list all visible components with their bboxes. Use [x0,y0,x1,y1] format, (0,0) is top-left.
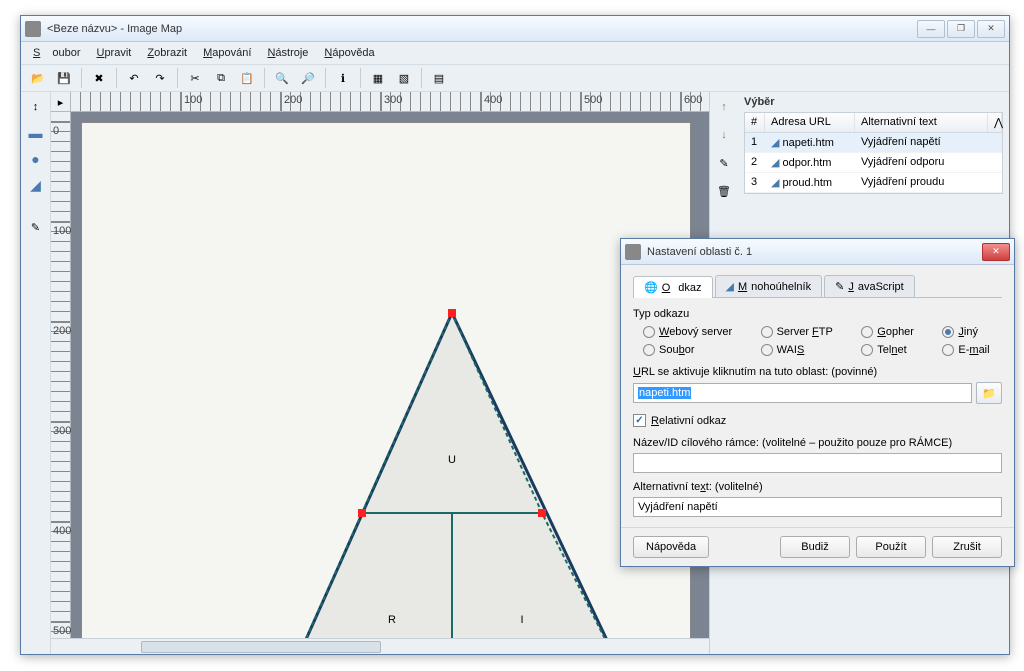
table-row[interactable]: 1◢ napeti.htmVyjádření napětí [745,133,1002,153]
polygon-icon: ◢ [771,177,779,189]
polygon-icon: ◢ [771,157,779,169]
info-icon[interactable]: ℹ [332,67,354,89]
menu-view[interactable]: Zobrazit [141,45,193,61]
copy-icon[interactable]: ⧉ [210,67,232,89]
undo-icon[interactable]: ↶ [123,67,145,89]
col-alt[interactable]: Alternativní text [855,113,988,132]
relative-checkbox[interactable]: ✓ [633,414,646,427]
canvas-area: ▸ 100200300400500600 0100200300400500 [51,92,709,654]
col-url[interactable]: Adresa URL [765,113,855,132]
vertex-handle[interactable] [448,309,456,317]
prefs-icon[interactable]: ✖ [88,67,110,89]
radio-email[interactable]: E-mail [942,344,1002,356]
app-icon [25,21,41,37]
area-settings-dialog: Nastavení oblasti č. 1 ✕ 🌐 Odkaz ◢ Mnoho… [620,238,1015,567]
radio-ftp[interactable]: Server FTP [761,326,846,338]
letter-u: U [448,454,456,466]
minimize-button[interactable]: — [917,20,945,38]
canvas-viewport[interactable]: U R I [71,112,709,638]
paste-icon[interactable]: 📋 [236,67,258,89]
radio-wais[interactable]: WAIS [761,344,846,356]
dialog-title: Nastavení oblasti č. 1 [647,246,982,258]
polygon-icon: ◢ [771,137,779,149]
menu-tools[interactable]: Nástroje [261,45,314,61]
zoom-out-icon[interactable]: 🔎 [297,67,319,89]
url-input[interactable]: napeti.htm [633,383,972,403]
outer-triangle[interactable] [282,313,632,638]
window-title: <Beze názvu> - Image Map [47,23,917,35]
table-row[interactable]: 2◢ odpor.htmVyjádření odporu [745,153,1002,173]
pointer-tool-icon[interactable]: ↕ [24,96,48,118]
radio-file[interactable]: Soubor [643,344,745,356]
maximize-button[interactable]: ❐ [947,20,975,38]
menubar: Soubor Upravit Zobrazit Mapování Nástroj… [21,42,1009,64]
help-button[interactable]: Nápověda [633,536,709,558]
circle-tool-icon[interactable]: ● [24,148,48,170]
back-icon[interactable]: ▧ [393,67,415,89]
relative-label: Relativní odkaz [651,415,726,427]
menu-file[interactable]: Soubor [27,45,86,61]
edit-area-icon[interactable]: ✎ [713,152,735,174]
tab-link[interactable]: 🌐 Odkaz [633,276,713,298]
tab-javascript[interactable]: ✎ JavaScript [824,275,915,297]
ruler-vertical: 0100200300400500 [51,112,71,638]
link-type-radios: Webový server Server FTP Gopher Jiný Soubor W… [633,326,1002,356]
ok-button[interactable]: Budiž [780,536,850,558]
browse-button[interactable]: 📁 [976,382,1002,404]
save-icon[interactable]: 💾 [53,67,75,89]
table-row[interactable]: 3◢ proud.htmVyjádření proudu [745,173,1002,193]
dialog-tabs: 🌐 Odkaz ◢ Mnohoúhelník ✎ JavaScript [633,275,1002,298]
dialog-titlebar[interactable]: Nastavení oblasti č. 1 ✕ [621,239,1014,265]
zoom-in-icon[interactable]: 🔍 [271,67,293,89]
col-num[interactable]: # [745,113,765,132]
titlebar[interactable]: <Beze názvu> - Image Map — ❐ ✕ [21,16,1009,42]
menu-help[interactable]: Nápověda [318,45,380,61]
close-button[interactable]: ✕ [977,20,1005,38]
radio-gopher[interactable]: Gopher [861,326,926,338]
grid-icon[interactable]: ▤ [428,67,450,89]
menu-edit[interactable]: Upravit [90,45,137,61]
move-up-icon[interactable]: ↑ [713,96,735,118]
frame-input[interactable] [633,453,1002,473]
shape-tool-column: ↕ ▬ ● ◢ ✎ [21,92,51,654]
apply-button[interactable]: Použít [856,536,926,558]
table-header: # Adresa URL Alternativní text ⋀ [745,113,1002,133]
edit-tool-icon[interactable]: ✎ [24,216,48,238]
polygon-tool-icon[interactable]: ◢ [24,174,48,196]
col-expand-icon[interactable]: ⋀ [988,113,1002,132]
radio-web[interactable]: Webový server [643,326,745,338]
alt-input[interactable] [633,497,1002,517]
cancel-button[interactable]: Zrušit [932,536,1002,558]
front-icon[interactable]: ▦ [367,67,389,89]
letter-i: I [520,614,523,626]
radio-telnet[interactable]: Telnet [861,344,926,356]
vertex-handle[interactable] [538,509,546,517]
link-type-legend: Typ odkazu [633,308,1002,320]
alt-label: Alternativní text: (volitelné) [633,481,1002,493]
tab-polygon[interactable]: ◢ Mnohoúhelník [715,275,823,297]
canvas-page: U R I [81,122,691,638]
letter-r: R [388,614,396,626]
vertex-handle[interactable] [358,509,366,517]
dialog-close-button[interactable]: ✕ [982,243,1010,261]
dialog-buttons: Nápověda Budiž Použít Zrušit [621,527,1014,566]
selection-table: # Adresa URL Alternativní text ⋀ 1◢ nape… [744,112,1003,194]
app-icon [625,244,641,260]
ruler-horizontal: ▸ 100200300400500600 [51,92,709,112]
scrollbar-horizontal[interactable] [51,638,709,654]
open-icon[interactable]: 📂 [27,67,49,89]
delete-area-icon[interactable]: 🗑 [713,180,735,202]
menu-mapping[interactable]: Mapování [197,45,257,61]
rect-tool-icon[interactable]: ▬ [24,122,48,144]
ruler-arrow-icon[interactable]: ▸ [51,92,71,112]
redo-icon[interactable]: ↷ [149,67,171,89]
toolbar: 📂 💾 ✖ ↶ ↷ ✂ ⧉ 📋 🔍 🔎 ℹ ▦ ▧ ▤ [21,64,1009,92]
scrollbar-thumb[interactable] [141,641,381,653]
cut-icon[interactable]: ✂ [184,67,206,89]
move-down-icon[interactable]: ↓ [713,124,735,146]
radio-other[interactable]: Jiný [942,326,1002,338]
frame-label: Název/ID cílového rámce: (volitelné – po… [633,437,1002,449]
panel-title: Výběr [738,92,1009,112]
url-label: URL se aktivuje kliknutím na tuto oblast… [633,366,1002,378]
